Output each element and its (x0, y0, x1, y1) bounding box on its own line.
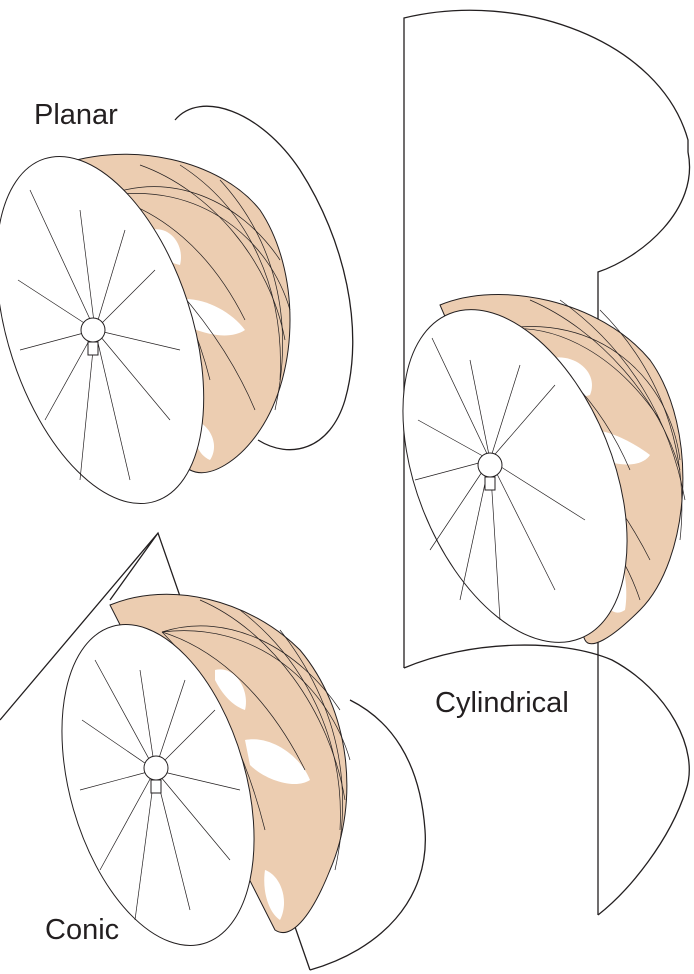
cylindrical-label: Cylindrical (435, 687, 569, 719)
conic-projection (0, 531, 426, 971)
light-bulb-icon (80, 317, 106, 356)
projection-plane (174, 105, 354, 451)
cylindrical-globe (402, 294, 686, 645)
cylinder-bottom-edge (403, 644, 690, 916)
ocean-patch (215, 669, 246, 710)
conic-label: Conic (45, 914, 120, 946)
cylinder-surface (403, 9, 691, 915)
cylindrical-projection (403, 9, 691, 916)
ocean-patch (245, 739, 310, 785)
light-rays (17, 189, 181, 481)
ocean-patch (264, 870, 285, 920)
planar-label: Planar (34, 99, 118, 131)
light-bulb-icon (477, 452, 503, 491)
light-bulb-icon (143, 755, 169, 794)
planar-projection (0, 105, 354, 505)
